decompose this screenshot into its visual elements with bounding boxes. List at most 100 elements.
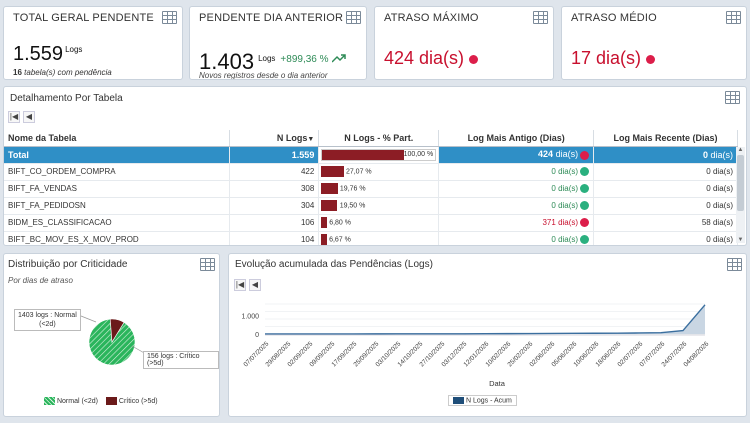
scroll-thumb[interactable]: [737, 155, 744, 211]
table-view-icon[interactable]: [725, 91, 740, 104]
pie-chart: [75, 313, 147, 366]
status-critical-icon: [646, 55, 656, 64]
kpi-max-value: 424 dia(s): [384, 48, 479, 69]
line-panel: Evolução acumulada das Pendências (Logs)…: [228, 253, 747, 417]
row-pct: 27,07 %: [345, 168, 372, 176]
total-pct: 100,00 %: [403, 150, 434, 158]
row-newest-cell: 0 dia(s): [593, 163, 738, 181]
row-name: BIFT_FA_VENDAS: [4, 180, 231, 198]
col-header-nlogs[interactable]: N Logs▼: [229, 130, 320, 147]
row-oldest: 371: [542, 217, 556, 227]
col-header-recente[interactable]: Log Mais Recente (Dias): [593, 130, 738, 147]
prev-page-button[interactable]: ◀: [249, 279, 261, 291]
kpi-total-sub: 16 tabela(s) com pendência: [13, 68, 112, 77]
table-view-icon[interactable]: [346, 11, 361, 24]
col-header-nome[interactable]: Nome da Tabela: [4, 130, 231, 147]
table-view-icon[interactable]: [200, 258, 215, 271]
col-header-pct[interactable]: N Logs - % Part.: [318, 130, 440, 147]
table-view-icon[interactable]: [162, 11, 177, 24]
total-oldest: 424: [538, 149, 554, 160]
row-pct-cell: 19,76 %: [318, 180, 440, 198]
row-oldest: 0: [551, 200, 556, 210]
line-title: Evolução acumulada das Pendências (Logs): [235, 259, 433, 270]
kpi-total-unit: Logs: [65, 45, 83, 54]
row-name: BIFT_FA_PEDIDOSN: [4, 197, 231, 215]
chart-nav: |◀ ◀: [234, 279, 264, 291]
kpi-avg-number: 17 dia(s): [571, 48, 642, 68]
table-view-icon[interactable]: [726, 11, 741, 24]
row-oldest-cell: 0 dia(s): [438, 231, 595, 245]
kpi-avg-title: ATRASO MÉDIO: [571, 12, 657, 24]
kpi-prev-number: 1.403: [199, 49, 255, 74]
row-pct: 6,67 %: [329, 236, 351, 244]
detail-title: Detalhamento Por Tabela: [10, 93, 123, 104]
row-newest-cell: 0 dia(s): [593, 180, 738, 198]
y-tick-label: 0: [255, 332, 259, 339]
first-page-button[interactable]: |◀: [234, 279, 246, 291]
kpi-total-subtext: tabela(s) com pendência: [24, 68, 112, 77]
row-newest-cell: 58 dia(s): [593, 214, 738, 232]
row-logs: 422: [229, 163, 320, 181]
row-name: BIFT_CO_ORDEM_COMPRA: [4, 163, 231, 181]
pct-bar: [321, 234, 327, 245]
table-scrollbar[interactable]: ▲ ▼: [736, 147, 745, 243]
kpi-pendente-anterior: PENDENTE DIA ANTERIOR 1.403 Logs +899,36 %…: [189, 6, 367, 80]
row-pct: 6,80 %: [329, 219, 351, 227]
first-page-button[interactable]: |◀: [8, 111, 20, 123]
row-pct-cell: 6,67 %: [318, 231, 440, 245]
status-dot-icon: [580, 201, 590, 211]
detail-table: Nome da Tabela N Logs▼ N Logs - % Part. …: [4, 130, 738, 245]
row-pct: 19,50 %: [339, 202, 366, 210]
total-oldest-cell: 424 dia(s): [438, 146, 595, 164]
row-name: BIFT_BC_MOV_ES_X_MOV_PROD: [4, 231, 231, 245]
detail-panel: Detalhamento Por Tabela |◀ ◀ Nome da Tabe…: [3, 86, 747, 246]
total-newest-cell: 0 dia(s): [593, 146, 738, 164]
table-nav: |◀ ◀: [8, 111, 38, 123]
row-newest: 58: [701, 218, 711, 227]
row-pct-cell: 19,50 %: [318, 197, 440, 215]
status-critical-icon: [580, 150, 590, 160]
line-chart: 1.000007/07/202529/08/202502/09/202509/0…: [241, 303, 711, 388]
table-row[interactable]: BIDM_ES_CLASSIFICACAO 106 6,80 % 371 dia(s…: [4, 214, 738, 232]
row-oldest: 0: [551, 183, 556, 193]
total-name: Total: [4, 146, 231, 164]
kpi-total-number: 1.559: [13, 43, 64, 65]
legend-label-acum: N Logs - Acum: [465, 397, 512, 405]
kpi-total-title: TOTAL GERAL PENDENTE: [13, 12, 154, 24]
row-newest-cell: 0 dia(s): [593, 197, 738, 215]
legend-item-normal[interactable]: Normal (<2d): [44, 397, 98, 405]
legend-swatch-acum: [453, 397, 464, 404]
status-dot-icon: [580, 184, 590, 194]
kpi-atraso-maximo: ATRASO MÁXIMO 424 dia(s): [374, 6, 554, 80]
table-row[interactable]: BIFT_FA_VENDAS 308 19,76 % 0 dia(s) 0 dia(s…: [4, 180, 738, 198]
legend-item-critico[interactable]: Crítico (>5d): [105, 397, 158, 405]
pct-bar: [321, 200, 338, 211]
table-row[interactable]: BIFT_BC_MOV_ES_X_MOV_PROD 104 6,67 % 0 dia…: [4, 231, 738, 245]
row-logs: 308: [229, 180, 320, 198]
table-view-icon[interactable]: [533, 11, 548, 24]
row-oldest: 0: [551, 234, 556, 244]
table-row[interactable]: BIFT_CO_ORDEM_COMPRA 422 27,07 % 0 dia(s) 0…: [4, 163, 738, 181]
table-row[interactable]: BIFT_FA_PEDIDOSN 304 19,50 % 0 dia(s) 0 dia…: [4, 197, 738, 215]
pie-label-normal: 1403 logs : Normal (<2d): [14, 309, 81, 331]
status-dot-icon: [580, 235, 590, 245]
kpi-prev-title: PENDENTE DIA ANTERIOR: [199, 12, 344, 24]
row-newest-cell: 0 dia(s): [593, 231, 738, 245]
row-pct: 19,76 %: [339, 185, 366, 193]
status-critical-icon: [469, 55, 479, 64]
kpi-total-subcount: 16: [13, 68, 22, 77]
row-logs: 304: [229, 197, 320, 215]
kpi-prev-unit: Logs: [258, 54, 276, 63]
prev-page-button[interactable]: ◀: [23, 111, 35, 123]
col-header-antigo[interactable]: Log Mais Antigo (Dias): [438, 130, 595, 147]
kpi-avg-value: 17 dia(s): [571, 48, 656, 69]
row-logs: 106: [229, 214, 320, 232]
x-axis-label: Data: [489, 379, 506, 388]
pie-slice-critico[interactable]: [109, 318, 125, 343]
line-legend[interactable]: N Logs - Acum: [448, 395, 517, 407]
pct-bar: [321, 217, 327, 228]
total-pct-cell: 100,00 %: [318, 146, 440, 164]
table-view-icon[interactable]: [727, 258, 742, 271]
y-tick-label: 1.000: [241, 313, 259, 320]
table-total-row[interactable]: Total 1.559 100,00 % 424 dia(s) 0 dia(s): [4, 146, 738, 164]
